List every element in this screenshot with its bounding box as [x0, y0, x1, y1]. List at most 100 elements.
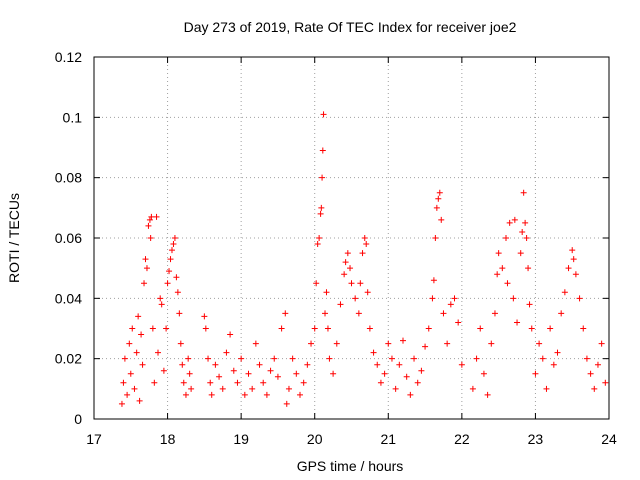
data-point: [381, 370, 388, 377]
data-point: [385, 340, 392, 347]
data-point: [357, 280, 364, 287]
data-point: [570, 256, 577, 263]
data-point: [176, 310, 183, 317]
data-point: [139, 361, 146, 368]
data-point: [223, 349, 230, 356]
x-tick-label: 22: [454, 431, 470, 447]
data-point: [504, 280, 511, 287]
data-point: [146, 216, 153, 223]
data-point: [403, 373, 410, 380]
y-axis-label: ROTI / TECUs: [6, 193, 22, 283]
data-point: [241, 391, 248, 398]
data-point: [124, 391, 131, 398]
data-point: [602, 379, 609, 386]
data-point: [207, 379, 214, 386]
data-point: [359, 250, 366, 257]
data-point: [188, 385, 195, 392]
data-point: [491, 310, 498, 317]
data-point: [347, 265, 354, 272]
data-point: [523, 235, 530, 241]
y-tick-label: 0: [74, 411, 82, 427]
data-point: [429, 295, 436, 302]
data-point: [278, 325, 285, 332]
data-point: [260, 379, 267, 386]
data-point: [414, 379, 421, 386]
data-points: [118, 111, 609, 407]
data-point: [170, 241, 177, 248]
x-tick-label: 18: [160, 431, 176, 447]
data-point: [201, 313, 208, 320]
data-point: [127, 370, 134, 377]
data-point: [342, 259, 349, 266]
data-point: [396, 361, 403, 368]
data-point: [171, 235, 178, 241]
x-tick-label: 20: [307, 431, 323, 447]
data-point: [425, 325, 432, 332]
data-point: [133, 349, 140, 356]
data-point: [182, 391, 189, 398]
y-tick-label: 0.12: [55, 49, 82, 65]
data-point: [495, 250, 502, 257]
data-point: [591, 385, 598, 392]
data-point: [164, 280, 171, 287]
data-point: [377, 379, 384, 386]
data-point: [341, 271, 348, 278]
data-point: [131, 385, 138, 392]
data-point: [283, 400, 290, 407]
y-tick-label: 0.06: [55, 230, 82, 246]
data-point: [522, 219, 529, 226]
data-point: [271, 355, 278, 362]
data-point: [289, 355, 296, 362]
data-point: [583, 355, 590, 362]
data-point: [330, 370, 337, 377]
data-point: [202, 325, 209, 332]
data-point: [363, 241, 370, 248]
data-point: [129, 325, 136, 332]
data-point: [503, 235, 509, 241]
data-point: [314, 241, 321, 248]
data-point: [458, 361, 465, 368]
data-point: [319, 174, 326, 181]
data-point: [155, 349, 162, 356]
data-point: [572, 271, 579, 278]
data-point: [297, 391, 303, 398]
data-point: [148, 213, 155, 220]
data-point: [594, 361, 601, 368]
data-point: [543, 385, 550, 392]
data-point: [352, 295, 359, 302]
data-point: [252, 340, 259, 347]
data-point: [263, 391, 270, 398]
data-point: [179, 361, 186, 368]
data-point: [308, 340, 315, 347]
data-point: [157, 295, 164, 302]
data-point: [153, 213, 160, 220]
data-point: [455, 319, 462, 326]
data-point: [539, 355, 546, 362]
data-point: [438, 216, 445, 223]
data-point: [525, 265, 532, 272]
data-point: [141, 280, 148, 287]
data-point: [422, 343, 429, 350]
data-point: [520, 189, 527, 196]
data-point: [311, 325, 318, 332]
data-point: [173, 274, 180, 281]
plot-frame: [93, 56, 610, 420]
data-point: [473, 355, 480, 362]
data-point: [149, 325, 156, 332]
data-point: [435, 195, 442, 202]
data-point: [337, 301, 344, 308]
data-point: [319, 147, 326, 154]
data-point: [432, 235, 439, 241]
x-axis-ticks: 17 18 19 20 21 22 23 24: [86, 57, 617, 447]
data-point: [180, 379, 187, 386]
data-point: [285, 385, 292, 392]
data-point: [158, 301, 165, 308]
x-tick-label: 21: [380, 431, 396, 447]
data-point: [536, 340, 543, 347]
data-point: [598, 340, 605, 347]
data-point: [348, 280, 355, 287]
x-tick-label: 19: [233, 431, 249, 447]
y-tick-label: 0.04: [55, 290, 82, 306]
data-point: [227, 331, 234, 338]
data-point: [526, 301, 533, 308]
